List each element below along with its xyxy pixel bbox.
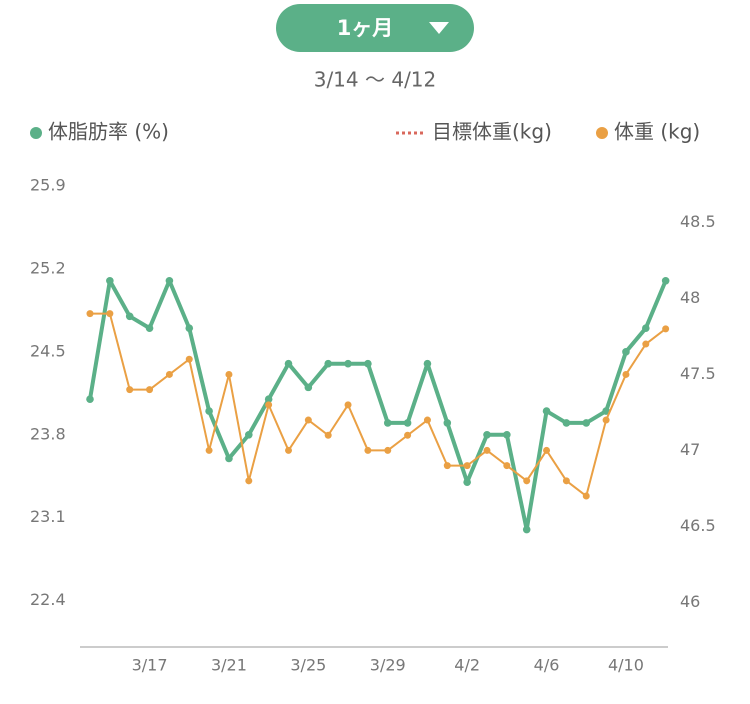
data-point	[602, 416, 610, 424]
data-point	[205, 407, 213, 415]
data-point	[86, 310, 94, 318]
data-point	[264, 395, 273, 404]
data-point	[522, 525, 531, 534]
data-point	[245, 477, 253, 485]
x-tick-label: 4/10	[608, 656, 644, 675]
data-point	[622, 348, 630, 356]
data-point	[126, 386, 134, 394]
data-point	[106, 310, 114, 318]
y2-tick-label: 47.5	[680, 364, 716, 383]
data-point	[542, 407, 551, 415]
x-tick-label: 3/17	[132, 656, 168, 675]
data-point	[384, 446, 392, 454]
y-tick-label: 23.8	[30, 424, 66, 443]
data-point	[364, 446, 372, 454]
data-point	[523, 477, 531, 485]
y-tick-label: 25.9	[30, 176, 66, 195]
data-point	[562, 419, 571, 427]
data-point	[125, 312, 134, 321]
y2-tick-label: 46	[680, 592, 700, 611]
data-point	[185, 324, 194, 332]
data-point	[265, 401, 273, 409]
y-tick-label: 25.2	[30, 258, 66, 277]
data-point	[642, 340, 650, 348]
data-point	[443, 462, 451, 470]
data-point	[344, 359, 352, 368]
data-point	[185, 355, 193, 363]
y-tick-label: 22.4	[30, 590, 66, 609]
dropdown-arrow[interactable]	[429, 22, 449, 34]
legend-label: 目標体重(kg)	[432, 120, 552, 144]
data-point	[443, 419, 452, 427]
data-point	[165, 370, 173, 378]
data-point	[245, 430, 253, 439]
data-point	[383, 419, 392, 427]
period-button-label[interactable]: 1ヶ月	[337, 16, 394, 40]
data-point	[404, 431, 412, 439]
data-point	[582, 419, 591, 427]
period-button[interactable]	[276, 4, 474, 52]
data-point	[403, 419, 412, 427]
data-point	[304, 383, 313, 392]
legend-swatch	[30, 127, 42, 139]
data-point	[364, 359, 372, 368]
data-point	[642, 324, 650, 332]
data-point	[106, 276, 114, 285]
legend-label: 体脂肪率 (%)	[48, 120, 169, 144]
y2-tick-label: 46.5	[680, 516, 716, 535]
x-tick-label: 3/29	[370, 656, 406, 675]
data-point	[622, 370, 630, 378]
data-point	[86, 395, 94, 404]
data-point	[285, 446, 292, 454]
date-range: 3/14 〜 4/12	[314, 68, 437, 92]
x-tick-label: 4/6	[534, 656, 560, 675]
y2-tick-label: 48.5	[680, 212, 716, 231]
data-point	[324, 359, 333, 368]
data-point	[145, 324, 154, 332]
data-point	[661, 276, 670, 285]
data-point	[304, 416, 312, 424]
data-point	[344, 401, 352, 409]
data-point	[503, 462, 511, 470]
x-tick-label: 3/21	[211, 656, 247, 675]
data-point	[463, 462, 471, 470]
x-tick-label: 4/2	[454, 656, 480, 675]
data-point	[543, 446, 551, 454]
y2-tick-label: 47	[680, 440, 700, 459]
data-point	[483, 430, 491, 439]
series-line	[88, 278, 668, 532]
data-point	[582, 492, 590, 500]
data-point	[602, 407, 610, 415]
data-point	[225, 370, 233, 378]
x-tick-label: 3/25	[290, 656, 326, 675]
data-point	[284, 359, 293, 368]
legend-swatch	[596, 127, 608, 139]
data-point	[324, 431, 332, 439]
data-point	[225, 454, 233, 463]
y2-tick-label: 48	[680, 288, 700, 307]
data-point	[483, 446, 491, 454]
data-point	[562, 477, 570, 485]
data-point	[165, 276, 174, 285]
legend-label: 体重 (kg)	[614, 120, 700, 144]
data-point	[463, 478, 471, 486]
series-line	[90, 312, 667, 498]
data-point	[146, 386, 154, 394]
data-point	[423, 359, 432, 368]
data-point	[503, 430, 511, 439]
y-tick-label: 24.5	[30, 341, 66, 360]
data-point	[423, 416, 431, 424]
y-tick-label: 23.1	[30, 507, 66, 526]
data-point	[205, 446, 213, 454]
data-point	[662, 325, 670, 333]
